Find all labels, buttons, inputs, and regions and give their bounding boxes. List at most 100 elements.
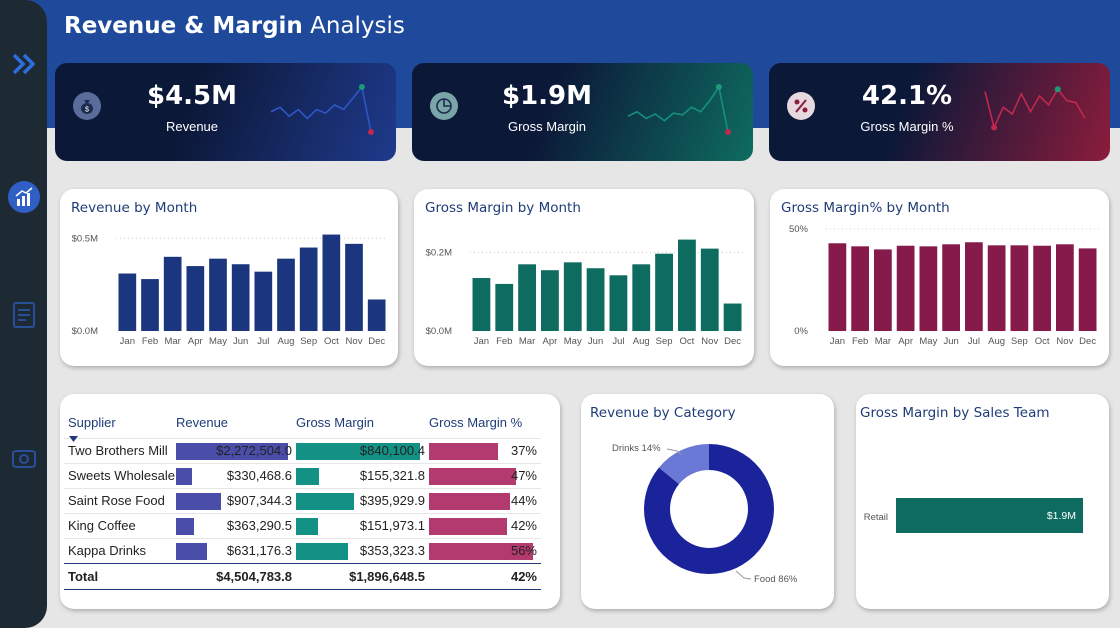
- leader-line: [735, 570, 752, 580]
- x-tick-label: May: [209, 336, 227, 347]
- total-gross-margin-pct: 42%: [429, 562, 541, 590]
- kpi-value: $4.5M: [146, 81, 238, 111]
- cell-gross-margin-value: $840,100.4: [359, 443, 425, 458]
- bar-jul[interactable]: [254, 271, 273, 331]
- y-tick-label: $0.0M: [426, 326, 452, 337]
- settings-icon[interactable]: [8, 443, 40, 475]
- kpi-value: $1.9M: [501, 81, 593, 111]
- cell-gross-margin-value: $151,973.1: [359, 518, 425, 533]
- x-tick-label: Aug: [988, 336, 1005, 347]
- bar-jan[interactable]: [828, 243, 847, 331]
- report-icon[interactable]: [8, 299, 40, 331]
- slice-drinks[interactable]: [658, 429, 722, 493]
- x-tick-label: Jul: [968, 336, 980, 347]
- column-header-gross-margin-pct[interactable]: Gross Margin %: [429, 408, 541, 438]
- column-header-label: Gross Margin: [296, 415, 375, 431]
- table-row[interactable]: Kappa Drinks $631,176.3 $353,323.3 56%: [64, 537, 541, 563]
- sparkline-min-marker: [725, 129, 731, 135]
- bar-mar[interactable]: [163, 256, 182, 331]
- bar-feb[interactable]: [495, 283, 514, 331]
- bar-may[interactable]: [563, 262, 582, 331]
- bar-apr[interactable]: [896, 245, 915, 331]
- column-header-revenue[interactable]: Revenue: [176, 408, 296, 438]
- sparkline-line: [984, 87, 1086, 130]
- chart-icon[interactable]: [8, 181, 40, 213]
- table-row[interactable]: King Coffee $363,290.5 $151,973.1 42%: [64, 512, 541, 538]
- cell-gross-margin-pct: 44%: [429, 487, 541, 513]
- kpi-label: Revenue: [165, 119, 219, 134]
- cell-revenue: $363,290.5: [176, 512, 296, 538]
- x-tick-label: Jan: [830, 336, 845, 347]
- bar-nov[interactable]: [345, 243, 363, 331]
- x-tick-label: Sep: [1011, 336, 1028, 347]
- cell-revenue-value: $631,176.3: [226, 543, 292, 558]
- table-row[interactable]: Sweets Wholesale $330,468.6 $155,321.8 47%: [64, 462, 541, 488]
- bar-apr[interactable]: [186, 266, 205, 331]
- x-tick-label: Dec: [724, 336, 741, 347]
- x-tick-label: Jun: [233, 336, 248, 347]
- x-tick-label: Jul: [257, 336, 269, 347]
- x-tick-label: Sep: [300, 336, 317, 347]
- bar-feb[interactable]: [141, 279, 159, 331]
- bar-jan[interactable]: [472, 278, 491, 331]
- chevron-double-right-icon[interactable]: [8, 48, 40, 80]
- column-header-gross-margin[interactable]: Gross Margin: [296, 408, 429, 438]
- bar-retail[interactable]: [896, 498, 1083, 533]
- x-tick-label: May: [564, 336, 582, 347]
- cell-revenue-bar: [176, 492, 221, 510]
- percent-icon: [787, 92, 815, 120]
- cell-revenue-value: $330,468.6: [226, 468, 292, 483]
- chart-title: Gross Margin% by Month: [781, 200, 950, 216]
- x-tick-label: Jan: [474, 336, 489, 347]
- bar-oct[interactable]: [1033, 245, 1051, 331]
- x-tick-label: Sep: [656, 336, 673, 347]
- kpi-card-gross-margin: $1.9M Gross Margin: [412, 63, 753, 161]
- cell-gross-margin-bar: [296, 467, 319, 485]
- bar-jul[interactable]: [965, 242, 983, 331]
- bar-oct[interactable]: [322, 234, 341, 331]
- bar-sep[interactable]: [1010, 245, 1029, 331]
- bar-jun[interactable]: [942, 244, 960, 331]
- bar-aug[interactable]: [987, 245, 1006, 331]
- cell-gross-margin-pct-bar: [429, 517, 507, 535]
- bar-mar[interactable]: [874, 249, 892, 331]
- x-tick-label: Feb: [496, 336, 512, 347]
- cell-revenue-value: $907,344.3: [226, 493, 292, 508]
- bar-sep[interactable]: [299, 247, 318, 331]
- bar-aug[interactable]: [277, 258, 295, 331]
- bar-nov[interactable]: [700, 248, 719, 331]
- kpi-sparkline: [627, 84, 731, 135]
- bar-sep[interactable]: [655, 253, 673, 331]
- bar-may[interactable]: [209, 258, 227, 331]
- bar-aug[interactable]: [632, 264, 651, 331]
- bar-dec[interactable]: [723, 303, 742, 331]
- bar-mar[interactable]: [518, 264, 536, 331]
- x-tick-label: Jun: [588, 336, 603, 347]
- bar-dec[interactable]: [1078, 248, 1097, 331]
- cell-gross-margin: $151,973.1: [296, 512, 429, 538]
- bar-jun[interactable]: [231, 264, 250, 331]
- x-tick-label: Aug: [278, 336, 295, 347]
- bar-may[interactable]: [919, 246, 938, 331]
- bar-jun[interactable]: [586, 268, 605, 331]
- cell-gross-margin-value: $155,321.8: [359, 468, 425, 483]
- bar-dec[interactable]: [367, 299, 386, 331]
- table-row[interactable]: Two Brothers Mill $2,272,504.0 $840,100.4 3…: [64, 437, 541, 463]
- slice-food[interactable]: [617, 417, 800, 600]
- slice-label-drinks: Drinks 14%: [612, 443, 661, 454]
- bar-jul[interactable]: [609, 275, 628, 331]
- x-tick-label: Jan: [120, 336, 135, 347]
- bar-nov[interactable]: [1056, 244, 1074, 331]
- bar-oct[interactable]: [678, 239, 696, 331]
- cell-supplier: Sweets Wholesale: [64, 462, 176, 488]
- cell-revenue-value: $2,272,504.0: [216, 443, 292, 458]
- bar-feb[interactable]: [851, 246, 869, 331]
- leader-line: [666, 448, 683, 456]
- total-label: Total: [64, 562, 176, 590]
- table-row[interactable]: Saint Rose Food $907,344.3 $395,929.9 44%: [64, 487, 541, 513]
- column-header-supplier[interactable]: Supplier: [64, 408, 176, 442]
- sparkline-max-marker: [715, 84, 722, 90]
- cell-gross-margin-pct-value: 42%: [510, 518, 537, 533]
- bar-apr[interactable]: [541, 270, 559, 331]
- bar-jan[interactable]: [118, 273, 137, 331]
